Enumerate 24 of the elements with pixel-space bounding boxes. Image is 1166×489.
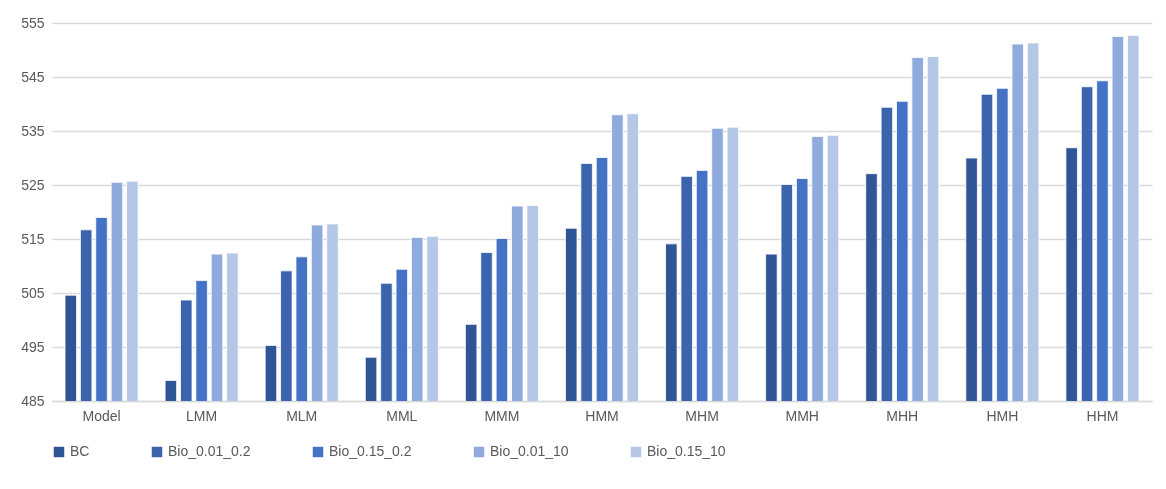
y-tick-label: 495: [21, 338, 45, 355]
x-tick-label: MMM: [484, 407, 520, 424]
y-tick-label: 555: [21, 14, 45, 31]
legend-label: BC: [70, 443, 90, 459]
legend-label: Bio_0.15_10: [647, 443, 726, 459]
x-tick-label: MML: [386, 407, 418, 424]
y-tick-label: 515: [21, 230, 45, 247]
x-tick-label: MHM: [685, 407, 719, 424]
y-tick-label: 535: [21, 122, 45, 139]
x-tick-label: MMH: [785, 407, 819, 424]
y-tick-label: 545: [21, 68, 45, 85]
legend-label: Bio_0.01_10: [490, 443, 569, 459]
x-tick-label: MHH: [886, 407, 919, 424]
y-tick-label: 505: [21, 284, 45, 301]
x-tick-label: MLM: [286, 407, 318, 424]
legend-label: Bio_0.01_0.2: [168, 443, 251, 459]
y-tick-label: 525: [21, 176, 45, 193]
x-tick-label: HMH: [986, 407, 1019, 424]
x-tick-label: LMM: [186, 407, 218, 424]
legend-label: Bio_0.15_0.2: [329, 443, 412, 459]
x-tick-label: Model: [82, 407, 121, 424]
y-tick-label: 485: [21, 392, 45, 409]
x-tick-label: HHM: [1086, 407, 1119, 424]
x-tick-label: HMM: [585, 407, 619, 424]
